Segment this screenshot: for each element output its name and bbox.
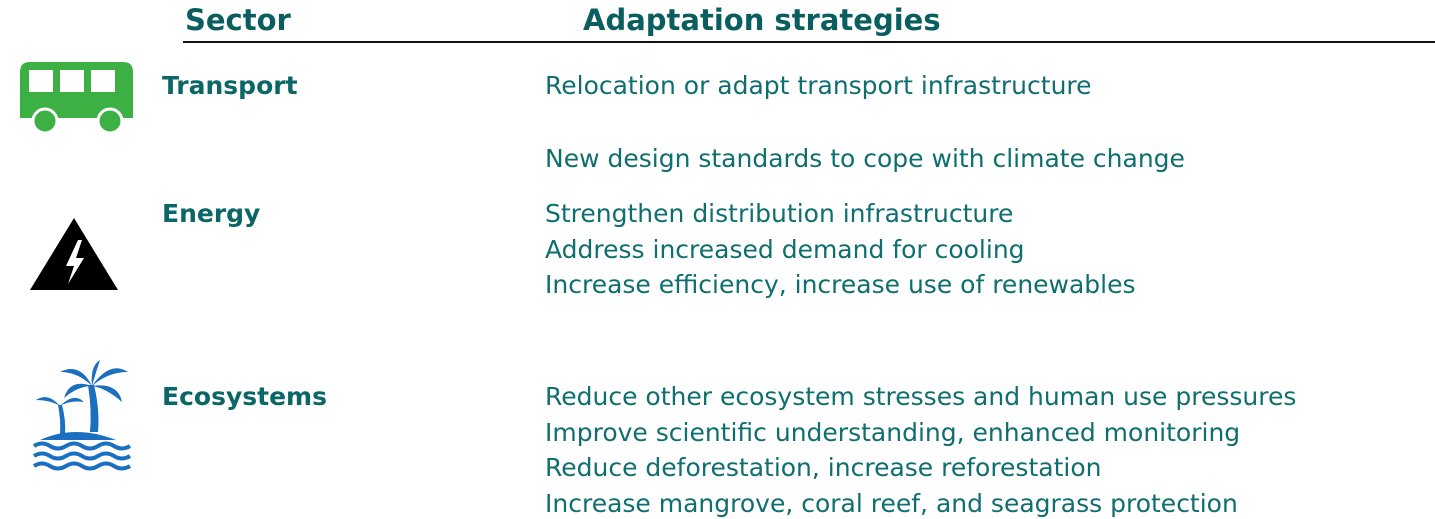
strategy: Increase mangrove, coral reef, and seagr…	[545, 489, 1238, 518]
strategy: Reduce deforestation, increase reforesta…	[545, 453, 1102, 482]
energy-icon	[30, 218, 118, 290]
strategy: Increase efficiency, increase use of ren…	[545, 270, 1136, 299]
header-sector: Sector	[185, 3, 291, 37]
sector-name: Energy	[162, 199, 261, 228]
sector-name: Transport	[162, 71, 298, 100]
strategy: Relocation or adapt transport infrastruc…	[545, 71, 1092, 100]
ecosystem-icon	[32, 360, 132, 471]
header-strategies: Adaptation strategies	[583, 3, 941, 37]
header-rule	[183, 41, 1435, 43]
strategy: New design standards to cope with climat…	[545, 144, 1185, 173]
strategy: Reduce other ecosystem stresses and huma…	[545, 382, 1297, 411]
strategy: Strengthen distribution infrastructure	[545, 199, 1014, 228]
strategy: Improve scientific understanding, enhanc…	[545, 418, 1241, 447]
sector-name: Ecosystems	[162, 382, 327, 411]
strategy: Address increased demand for cooling	[545, 235, 1025, 264]
bus-icon	[20, 62, 133, 135]
